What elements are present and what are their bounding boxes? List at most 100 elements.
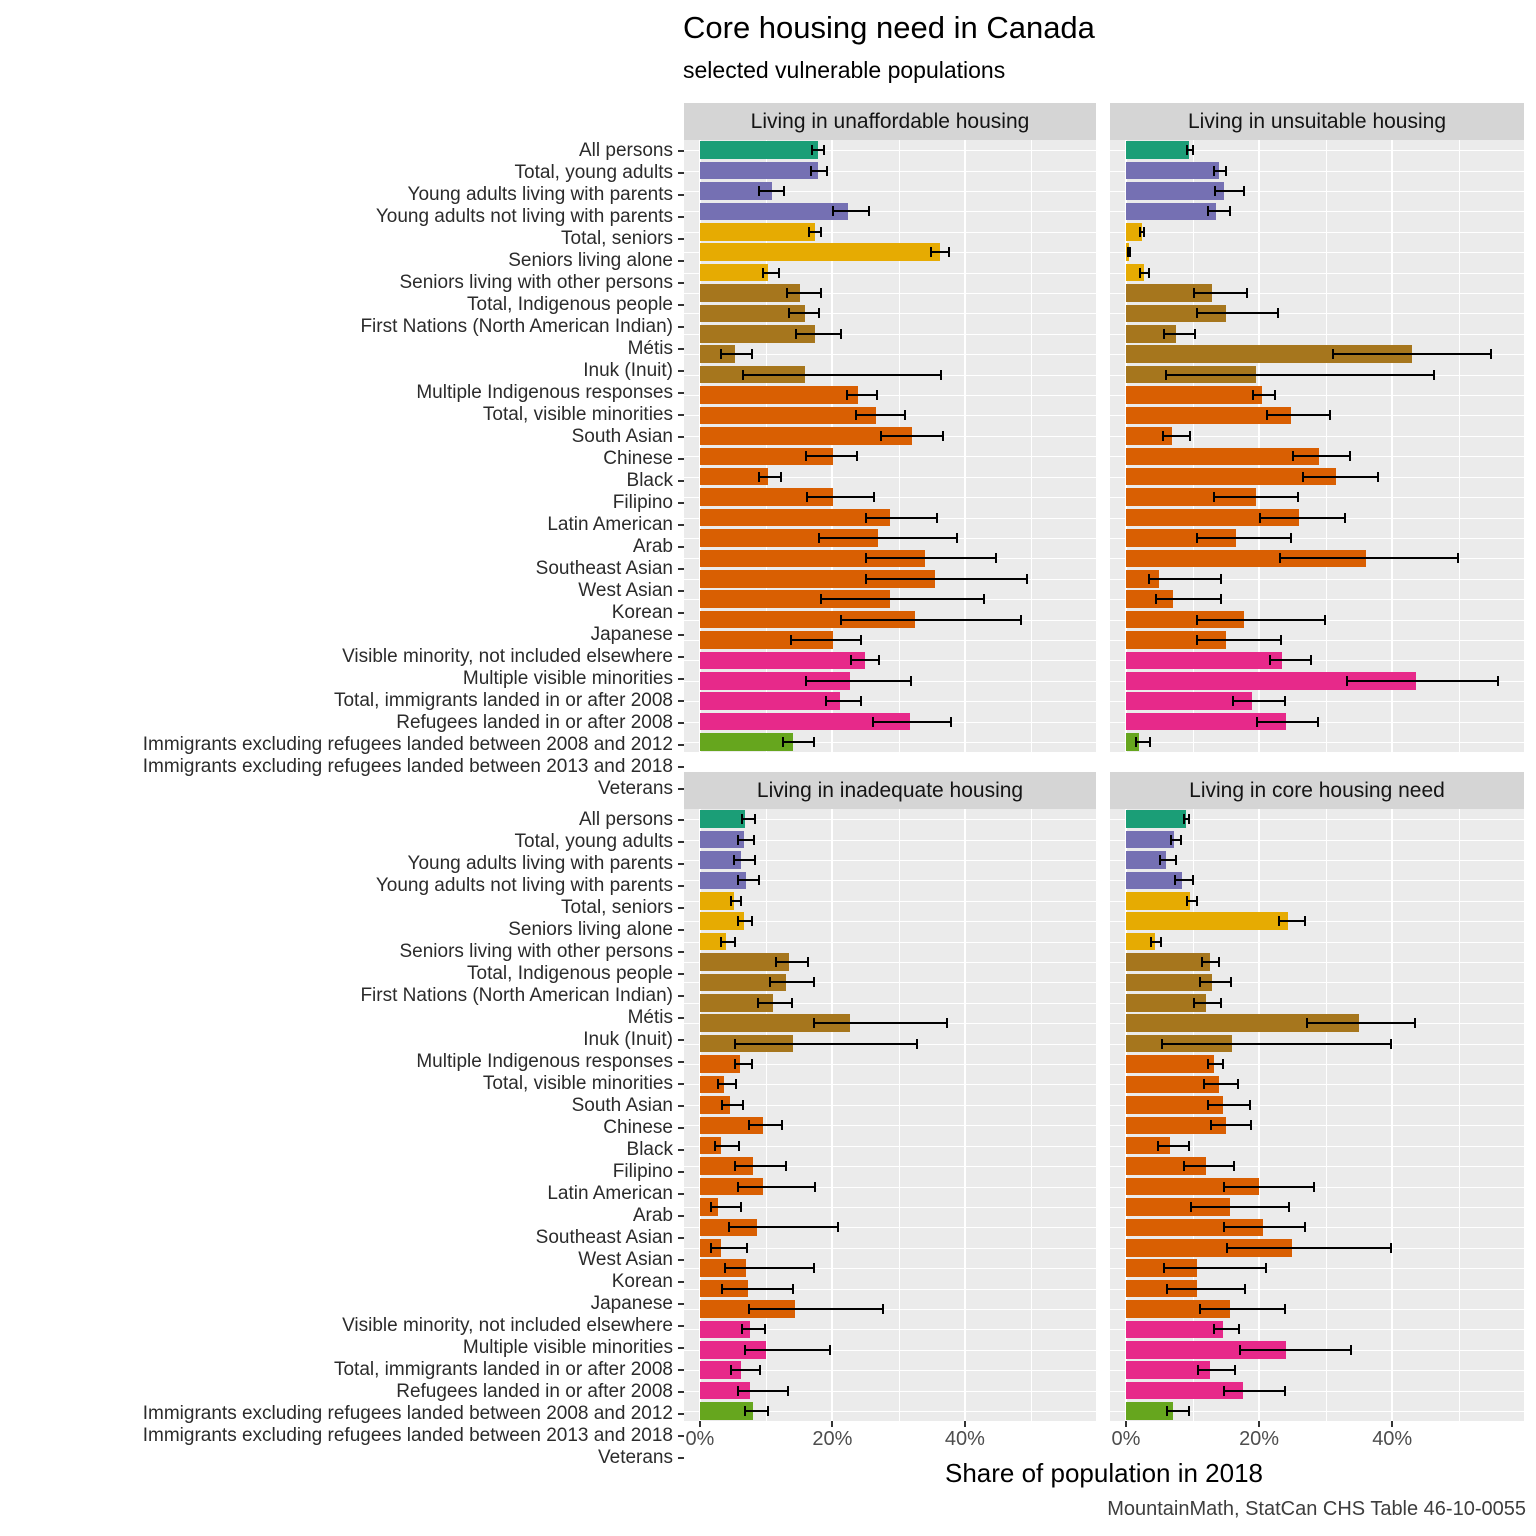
- y-axis-tick-mark: [678, 634, 684, 636]
- y-axis-label: Métis: [627, 338, 673, 359]
- y-axis-label-row: Southeast Asian: [0, 1227, 684, 1249]
- error-bar-line: [721, 1103, 744, 1106]
- bar-visible_minorities: [1125, 1177, 1260, 1196]
- minor-gridline: [766, 140, 768, 752]
- minor-gridline: [1192, 140, 1194, 752]
- bar-visible_minorities: [699, 631, 834, 649]
- bar-immigrants: [699, 671, 850, 690]
- bar-row: [1110, 630, 1524, 650]
- error-bar-cap-right: [745, 1242, 748, 1253]
- y-axis-label: Visible minority, not included elsewhere: [342, 646, 673, 667]
- error-bar-line: [719, 353, 753, 356]
- bar-immigrants: [1125, 651, 1283, 670]
- bar-row: [1110, 467, 1524, 487]
- y-axis-tick-mark: [678, 656, 684, 658]
- y-axis-tick-mark: [678, 841, 684, 843]
- y-axis-tick-mark: [678, 1281, 684, 1283]
- bar-immigrants: [699, 651, 865, 670]
- error-bar-line: [804, 679, 912, 682]
- horizontal-gridline: [1110, 741, 1524, 743]
- error-bar-cap-right: [1350, 1344, 1353, 1355]
- error-bar-cap-right: [1273, 390, 1276, 401]
- horizontal-gridline: [1110, 921, 1524, 923]
- error-bar-line: [736, 879, 760, 882]
- error-bar-cap-right: [1128, 247, 1131, 258]
- y-axis-label-row: Young adults living with parents: [0, 853, 684, 875]
- bar-row: [684, 891, 1096, 911]
- y-axis-tick-mark: [678, 1435, 684, 1437]
- y-axis-tick-mark: [678, 1083, 684, 1085]
- horizontal-gridline: [684, 211, 1096, 213]
- bar-row: [684, 283, 1096, 303]
- y-axis-label: Japanese: [590, 624, 673, 645]
- error-bar-cap-right: [1283, 696, 1286, 707]
- y-axis-label: Immigrants excluding refugees landed bet…: [142, 756, 673, 777]
- y-axis-label: Young adults not living with parents: [375, 875, 673, 896]
- major-gridline: [1124, 140, 1127, 752]
- error-bar-cap-right: [829, 1344, 832, 1355]
- bar-row: [684, 528, 1096, 548]
- bar-row: [1110, 507, 1524, 527]
- error-bar-line: [713, 1144, 740, 1147]
- error-bar-line: [1252, 394, 1276, 397]
- bar-row: [1110, 809, 1524, 829]
- error-bar-line: [734, 1063, 753, 1066]
- horizontal-gridline: [684, 1084, 1096, 1086]
- y-axis-tick-mark: [678, 929, 684, 931]
- y-axis-tick-mark: [678, 458, 684, 460]
- y-axis-label-row: Total, immigrants landed in or after 200…: [0, 690, 684, 712]
- bar-indigenous: [1125, 994, 1206, 1012]
- error-bar-cap-right: [1390, 1242, 1393, 1253]
- error-bar-line: [1195, 618, 1326, 621]
- y-axis-tick-mark: [678, 1303, 684, 1305]
- error-bar-cap-right: [876, 390, 879, 401]
- y-axis-tick-mark: [678, 1413, 684, 1415]
- y-axis-tick-mark: [678, 973, 684, 975]
- error-bar-cap-right: [1149, 736, 1152, 747]
- spacer: [684, 752, 1096, 772]
- bar-row: [1110, 1197, 1524, 1217]
- y-axis-label-row: Total, young adults: [0, 162, 684, 184]
- y-axis-label: Total, young adults: [514, 831, 673, 852]
- error-bar-line: [1160, 1042, 1393, 1045]
- spacer: [0, 103, 684, 140]
- error-bar-cap-right: [1287, 1201, 1290, 1212]
- error-bar-cap-right: [780, 471, 783, 482]
- horizontal-gridline: [1110, 170, 1524, 172]
- y-axis-tick-mark: [678, 546, 684, 548]
- horizontal-gridline: [684, 1329, 1096, 1331]
- bar-indigenous: [699, 345, 735, 364]
- major-gridline: [1391, 140, 1394, 752]
- error-bar-cap-right: [819, 226, 822, 237]
- y-axis-tick-mark: [678, 436, 684, 438]
- y-axis-tick-mark: [678, 150, 684, 152]
- horizontal-gridline: [684, 354, 1096, 356]
- y-axis-tick-mark: [678, 370, 684, 372]
- horizontal-gridline: [684, 150, 1096, 152]
- y-axis-label-row: Southeast Asian: [0, 558, 684, 580]
- bar-visible_minorities: [1125, 1075, 1220, 1094]
- bar-row: [684, 1176, 1096, 1196]
- bar-visible_minorities: [699, 1198, 719, 1216]
- error-bar-cap-right: [1433, 369, 1436, 380]
- error-bar-cap-right: [1348, 451, 1351, 462]
- bar-row: [1110, 1176, 1524, 1196]
- error-bar-cap-right: [1218, 957, 1221, 968]
- horizontal-gridline: [1110, 293, 1524, 295]
- y-axis-tick-mark: [678, 1127, 684, 1129]
- y-axis-label: Total, immigrants landed in or after 200…: [333, 690, 673, 711]
- bar-row: [1110, 1278, 1524, 1298]
- bar-row: [684, 1319, 1096, 1339]
- x-axis-tick-mark: [831, 1421, 834, 1427]
- error-bar-cap-right: [1179, 834, 1182, 845]
- error-bar-cap-right: [1328, 410, 1331, 421]
- y-axis-tick-mark: [678, 1237, 684, 1239]
- horizontal-gridline: [684, 1125, 1096, 1127]
- horizontal-gridline: [1110, 1268, 1524, 1270]
- bar-visible_minorities: [699, 1177, 764, 1196]
- y-axis-tick-mark: [678, 282, 684, 284]
- error-bar-cap-right: [814, 1181, 817, 1192]
- bar-row: [684, 507, 1096, 527]
- y-axis-label: Métis: [627, 1007, 673, 1028]
- y-axis-label: Visible minority, not included elsewhere: [342, 1315, 673, 1336]
